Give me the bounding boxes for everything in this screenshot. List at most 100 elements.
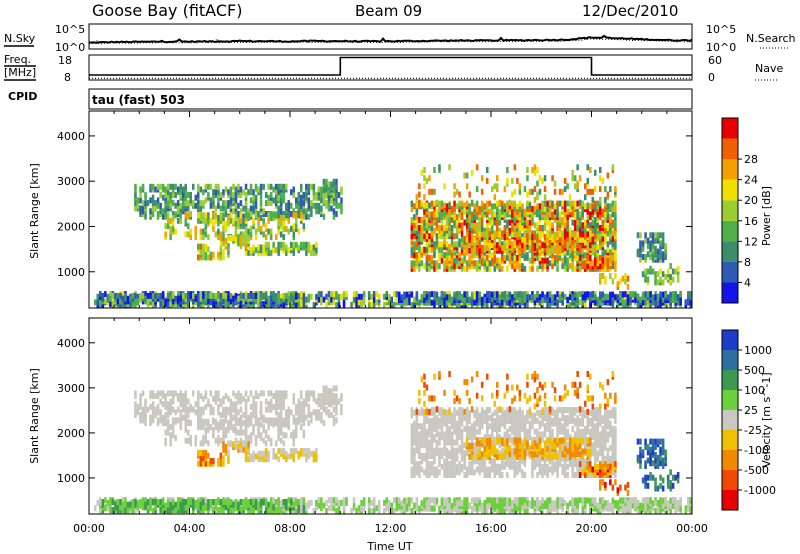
power-cell (518, 211, 522, 218)
velocity-cell (179, 395, 183, 402)
velocity-cell (194, 409, 198, 416)
power-cell (388, 293, 391, 300)
power-cell (478, 231, 481, 238)
velocity-cell (239, 406, 243, 413)
power-cell (176, 200, 180, 207)
power-cell (433, 299, 436, 306)
power-cell (486, 254, 489, 261)
freq-tick-bottom: 8 (64, 71, 71, 84)
velocity-cell (264, 499, 268, 505)
velocity-cell (325, 508, 328, 514)
power-cell (501, 244, 504, 251)
power-cell (526, 234, 529, 241)
power-cell (518, 291, 522, 298)
power-cell (279, 293, 283, 300)
power-cell (199, 205, 203, 212)
power-cell (491, 291, 494, 298)
power-cell (234, 202, 238, 209)
power-cell (480, 211, 484, 218)
velocity-cell (199, 393, 203, 400)
power-cell (433, 260, 436, 267)
power-cell (322, 197, 326, 204)
power-cell (433, 167, 436, 173)
velocity-cell (187, 418, 190, 425)
power-cell (551, 244, 554, 251)
power-cell (445, 294, 449, 301)
power-cell (307, 293, 311, 300)
power-cell (134, 183, 137, 190)
power-cell (516, 239, 519, 246)
power-cell (410, 216, 414, 223)
power-cell (465, 260, 469, 267)
power-cell (639, 240, 642, 247)
power-cell (594, 169, 597, 176)
power-cell (415, 291, 419, 298)
power-cell (468, 247, 471, 254)
power-cell (292, 291, 296, 298)
power-cell (576, 297, 579, 303)
power-cell (558, 211, 562, 218)
power-cell (252, 194, 255, 201)
velocity-cell (219, 499, 223, 505)
power-cell (435, 199, 439, 206)
power-cell (325, 178, 328, 185)
power-cell (496, 257, 499, 264)
velocity-cell (121, 507, 125, 514)
velocity-cell (684, 505, 688, 512)
power-cell (671, 268, 675, 275)
power-cell (536, 233, 539, 240)
power-cell (493, 291, 497, 298)
power-cell (295, 212, 298, 219)
power-cell (584, 302, 587, 308)
power-colorbar-tick-label: 8 (744, 256, 751, 269)
power-cell (491, 225, 494, 231)
power-cell (470, 199, 474, 206)
velocity-cell (599, 502, 602, 509)
power-cell (320, 186, 323, 193)
power-cell (438, 211, 441, 218)
nave-tick-top: 60 (708, 54, 722, 67)
velocity-cell (305, 390, 308, 397)
power-cell (418, 235, 421, 242)
power-cell (219, 192, 223, 198)
power-cell (146, 292, 150, 299)
power-cell (239, 240, 243, 247)
power-cell (227, 301, 230, 308)
power-cell (558, 231, 562, 238)
power-cell (571, 294, 574, 301)
power-cell (571, 291, 574, 298)
power-cell (297, 192, 301, 198)
power-cell (546, 231, 549, 238)
power-cell (546, 257, 549, 264)
power-cell (496, 242, 499, 249)
power-cell (473, 225, 476, 231)
power-cell (438, 263, 441, 270)
power-cell (438, 241, 441, 248)
power-cell (594, 186, 597, 193)
power-cell (659, 299, 662, 306)
power-cell (599, 278, 602, 285)
power-cell (531, 252, 534, 259)
power-cell (189, 192, 193, 198)
power-cell (287, 200, 291, 207)
power-cell (242, 240, 245, 247)
power-cell (415, 194, 419, 201)
power-cell (606, 203, 610, 210)
velocity-cell (277, 412, 280, 418)
power-cell (576, 214, 579, 221)
power-cell (335, 202, 338, 209)
power-cell (222, 189, 225, 196)
power-cell (229, 197, 233, 204)
velocity-cell (292, 398, 296, 405)
power-cell (428, 202, 431, 209)
velocity-cell (204, 390, 208, 397)
velocity-cell (174, 390, 177, 397)
velocity-cell (320, 393, 323, 400)
power-cell (146, 200, 150, 207)
power-cell (187, 200, 190, 207)
power-cell (290, 211, 293, 217)
power-cell (330, 296, 333, 303)
power-cell (129, 295, 132, 302)
power-cell (310, 200, 313, 207)
